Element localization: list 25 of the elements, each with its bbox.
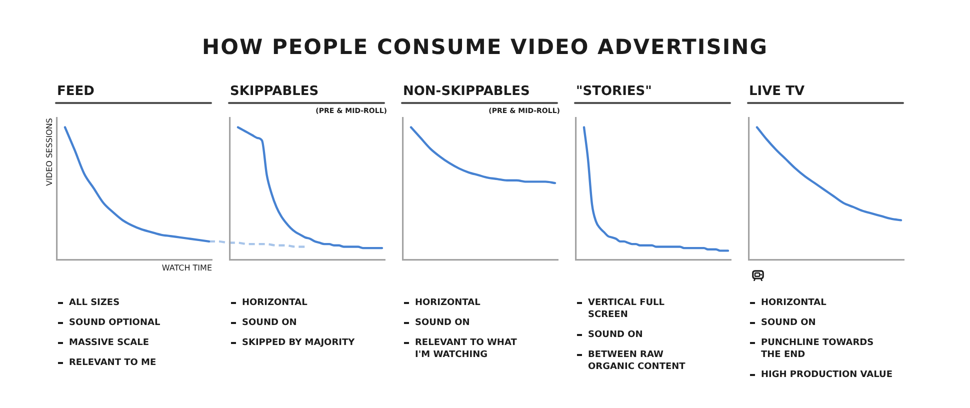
chart-title: FEED — [57, 84, 94, 99]
text: MASSIVE SCALE — [69, 338, 150, 348]
text: SKIPPED BY MAJORITY — [242, 338, 355, 348]
text: SOUND OPTIONAL — [69, 318, 160, 328]
text: HOW PEOPLE CONSUME VIDEO ADVERTISING — [202, 34, 768, 60]
text: SOUND ON — [761, 318, 816, 328]
text: PUNCHLINE TOWARDS THE END — [761, 338, 874, 360]
text: HORIZONTAL — [415, 298, 480, 308]
text: VERTICAL FULL SCREEN — [588, 298, 664, 320]
chart-title: "STORIES" — [576, 84, 652, 99]
text: SOUND ON — [415, 318, 470, 328]
chart-title: SKIPPABLES — [230, 84, 319, 99]
text: SOUND ON — [588, 330, 643, 340]
text: HORIZONTAL — [242, 298, 308, 308]
text: ALL SIZES — [69, 298, 120, 308]
text: HIGH PRODUCTION VALUE — [761, 370, 892, 380]
text: RELEVANT TO ME — [69, 358, 156, 368]
y-axis-title: VIDEO SESSIONS — [44, 118, 54, 186]
text: SOUND ON — [242, 318, 297, 328]
chart-title: LIVE TV — [749, 84, 805, 99]
text: RELEVANT TO WHAT I'M WATCHING — [415, 338, 517, 360]
chart-title: NON-SKIPPABLES — [403, 84, 530, 99]
text: BETWEEN RAW ORGANIC CONTENT — [588, 350, 686, 372]
text: HORIZONTAL — [761, 298, 826, 308]
x-axis-title: WATCH TIME — [162, 263, 212, 272]
